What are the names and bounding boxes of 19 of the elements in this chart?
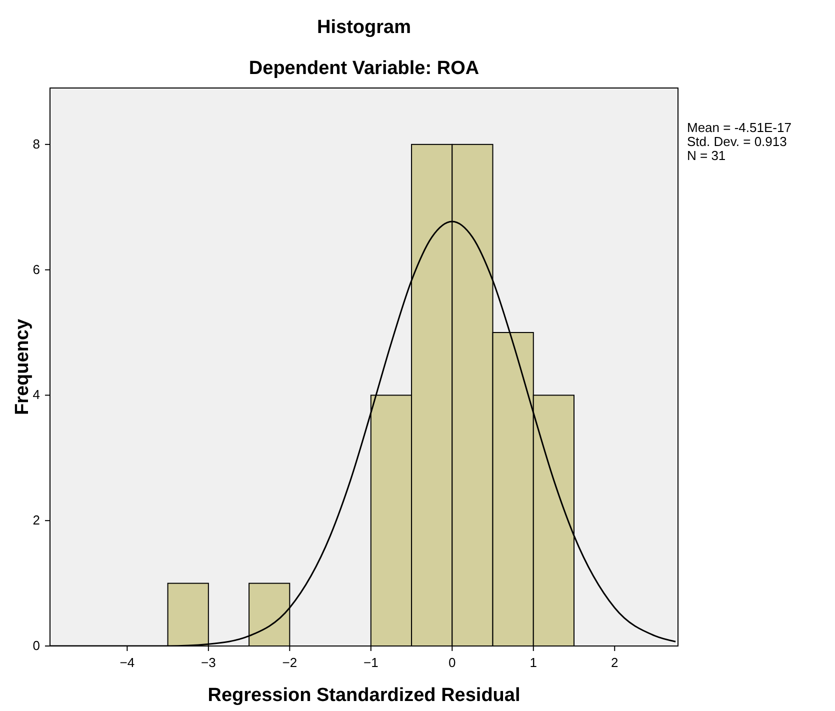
x-tick-label: −1 [363,655,378,670]
x-tick-label: 1 [530,655,538,670]
x-tick-label: −3 [201,655,216,670]
x-axis-title: Regression Standardized Residual [208,685,520,706]
y-tick-label: 4 [32,387,40,402]
y-tick-label: 8 [32,136,40,152]
x-tick-label: 0 [448,655,456,670]
y-tick-label: 6 [32,262,40,277]
y-tick-label: 2 [32,512,40,528]
text: Mean = -4.51E-17 [687,120,792,135]
y-axis-title: Frequency [12,318,33,416]
chart-title: Histogram [317,17,411,38]
text: N = 31 [687,148,726,163]
x-tick-label: 2 [611,655,618,670]
text: Std. Dev. = 0.913 [687,134,787,149]
y-tick-label: 0 [32,638,40,653]
chart-subtitle: Dependent Variable: ROA [248,58,480,79]
x-tick-label: −4 [120,655,135,670]
x-tick-label: −2 [282,655,298,670]
